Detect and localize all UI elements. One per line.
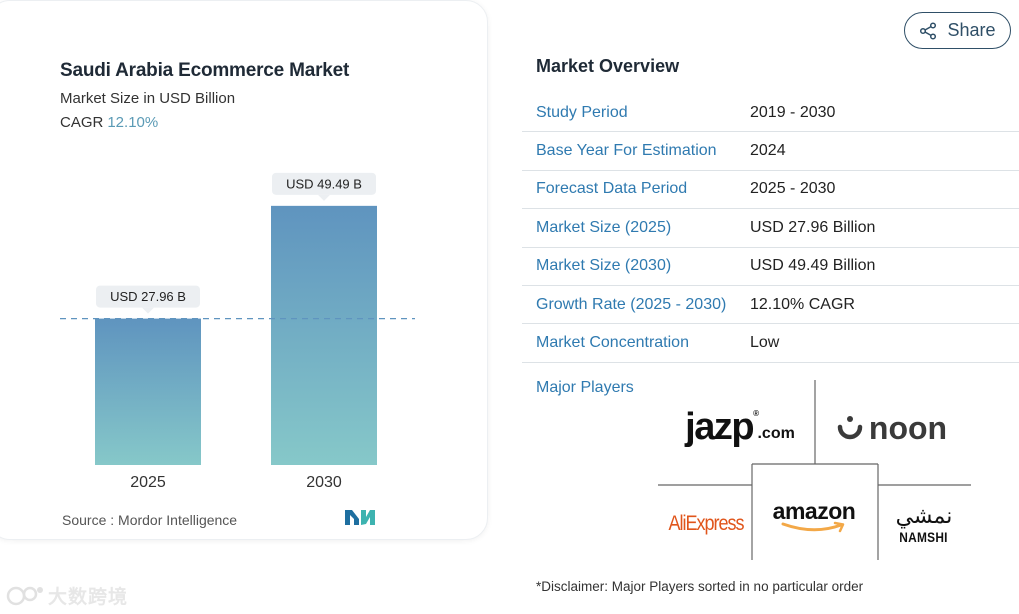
registered-mark-icon: ® — [753, 409, 759, 418]
overview-row-growth-rate: Growth Rate (2025 - 2030) 12.10% CAGR — [522, 286, 1019, 325]
row-key[interactable]: Market Size (2030) — [536, 257, 672, 275]
row-value: USD 27.96 Billion — [750, 218, 876, 236]
overview-row-market-size-2025: Market Size (2025) USD 27.96 Billion — [522, 209, 1019, 248]
aliexpress-wordmark: AliExpress — [668, 512, 745, 535]
overview-row-market-size-2030: Market Size (2030) USD 49.49 Billion — [522, 248, 1019, 286]
row-value: USD 49.49 Billion — [750, 257, 876, 275]
namshi-wordmark: NAMSHI — [899, 529, 949, 545]
jazp-wordmark: jazp — [685, 405, 754, 448]
chart-title: Saudi Arabia Ecommerce Market — [60, 60, 350, 81]
row-key[interactable]: Forecast Data Period — [536, 180, 688, 198]
jazp-domain: .com — [757, 425, 795, 442]
share-icon — [920, 21, 937, 40]
overview-row-forecast-period: Forecast Data Period 2025 - 2030 — [522, 171, 1019, 210]
players-grid — [658, 380, 971, 560]
amazon-logo: amazon — [768, 496, 860, 536]
share-button[interactable]: Share — [904, 12, 1011, 49]
row-value: 2024 — [750, 142, 786, 160]
market-overview-table: Study Period 2019 - 2030 Base Year For E… — [522, 94, 1019, 363]
row-value: 2019 - 2030 — [750, 103, 836, 121]
chart-subtitle: Market Size in USD Billion — [60, 90, 236, 107]
bar-2030 — [271, 205, 377, 465]
data-label-pointer-2025 — [142, 307, 154, 314]
row-value: 2025 - 2030 — [750, 180, 836, 198]
overview-row-study-period: Study Period 2019 - 2030 — [522, 94, 1019, 133]
cagr-value: 12.10% — [107, 114, 159, 131]
bar-chart: USD 27.96 B 2025 USD 49.49 B 2030 — [60, 172, 415, 491]
major-players-label[interactable]: Major Players — [536, 379, 634, 396]
cagr-label: CAGR — [60, 114, 104, 131]
row-value: Low — [750, 334, 780, 352]
noon-mark-icon — [837, 416, 863, 440]
share-label: Share — [947, 20, 996, 40]
jazp-logo: jazp ® .com — [680, 405, 800, 449]
row-key[interactable]: Market Concentration — [536, 334, 689, 352]
watermark-logo-icon — [6, 586, 43, 605]
cagr-line: CAGR 12.10% — [60, 114, 158, 131]
market-overview-title: Market Overview — [536, 56, 680, 76]
x-tick-2025: 2025 — [130, 474, 166, 491]
row-value: 12.10% CAGR — [750, 295, 855, 313]
bar-2025 — [95, 318, 201, 465]
amazon-smile-icon — [781, 521, 845, 533]
mordor-intelligence-logo — [345, 510, 375, 525]
noon-logo: noon — [832, 408, 950, 448]
aliexpress-logo: AliExpress — [669, 506, 745, 542]
overview-row-base-year: Base Year For Estimation 2024 — [522, 132, 1019, 171]
noon-wordmark: noon — [868, 409, 948, 446]
data-label-pointer-2030 — [318, 194, 330, 201]
data-label-bg-2030 — [272, 172, 376, 195]
namshi-logo: نمشي NAMSHI — [894, 500, 954, 550]
data-label-2025: USD 27.96 B — [110, 289, 186, 304]
row-key[interactable]: Study Period — [536, 103, 628, 121]
amazon-wordmark: amazon — [772, 498, 856, 524]
overview-row-market-concentration: Market Concentration Low — [522, 324, 1019, 363]
watermark: 大数跨境 — [6, 582, 128, 609]
x-tick-2030: 2030 — [306, 474, 342, 491]
data-label-2030: USD 49.49 B — [286, 176, 362, 191]
namshi-arabic-wordmark: نمشي — [895, 504, 953, 529]
disclaimer: *Disclaimer: Major Players sorted in no … — [536, 579, 864, 594]
data-label-bg-2025 — [96, 285, 200, 308]
row-key[interactable]: Base Year For Estimation — [536, 142, 717, 160]
row-key[interactable]: Growth Rate (2025 - 2030) — [536, 295, 727, 313]
chart-source: Source : Mordor Intelligence — [62, 512, 238, 528]
watermark-text: 大数跨境 — [48, 587, 129, 608]
row-key[interactable]: Market Size (2025) — [536, 218, 672, 236]
chart-card — [0, 0, 488, 540]
